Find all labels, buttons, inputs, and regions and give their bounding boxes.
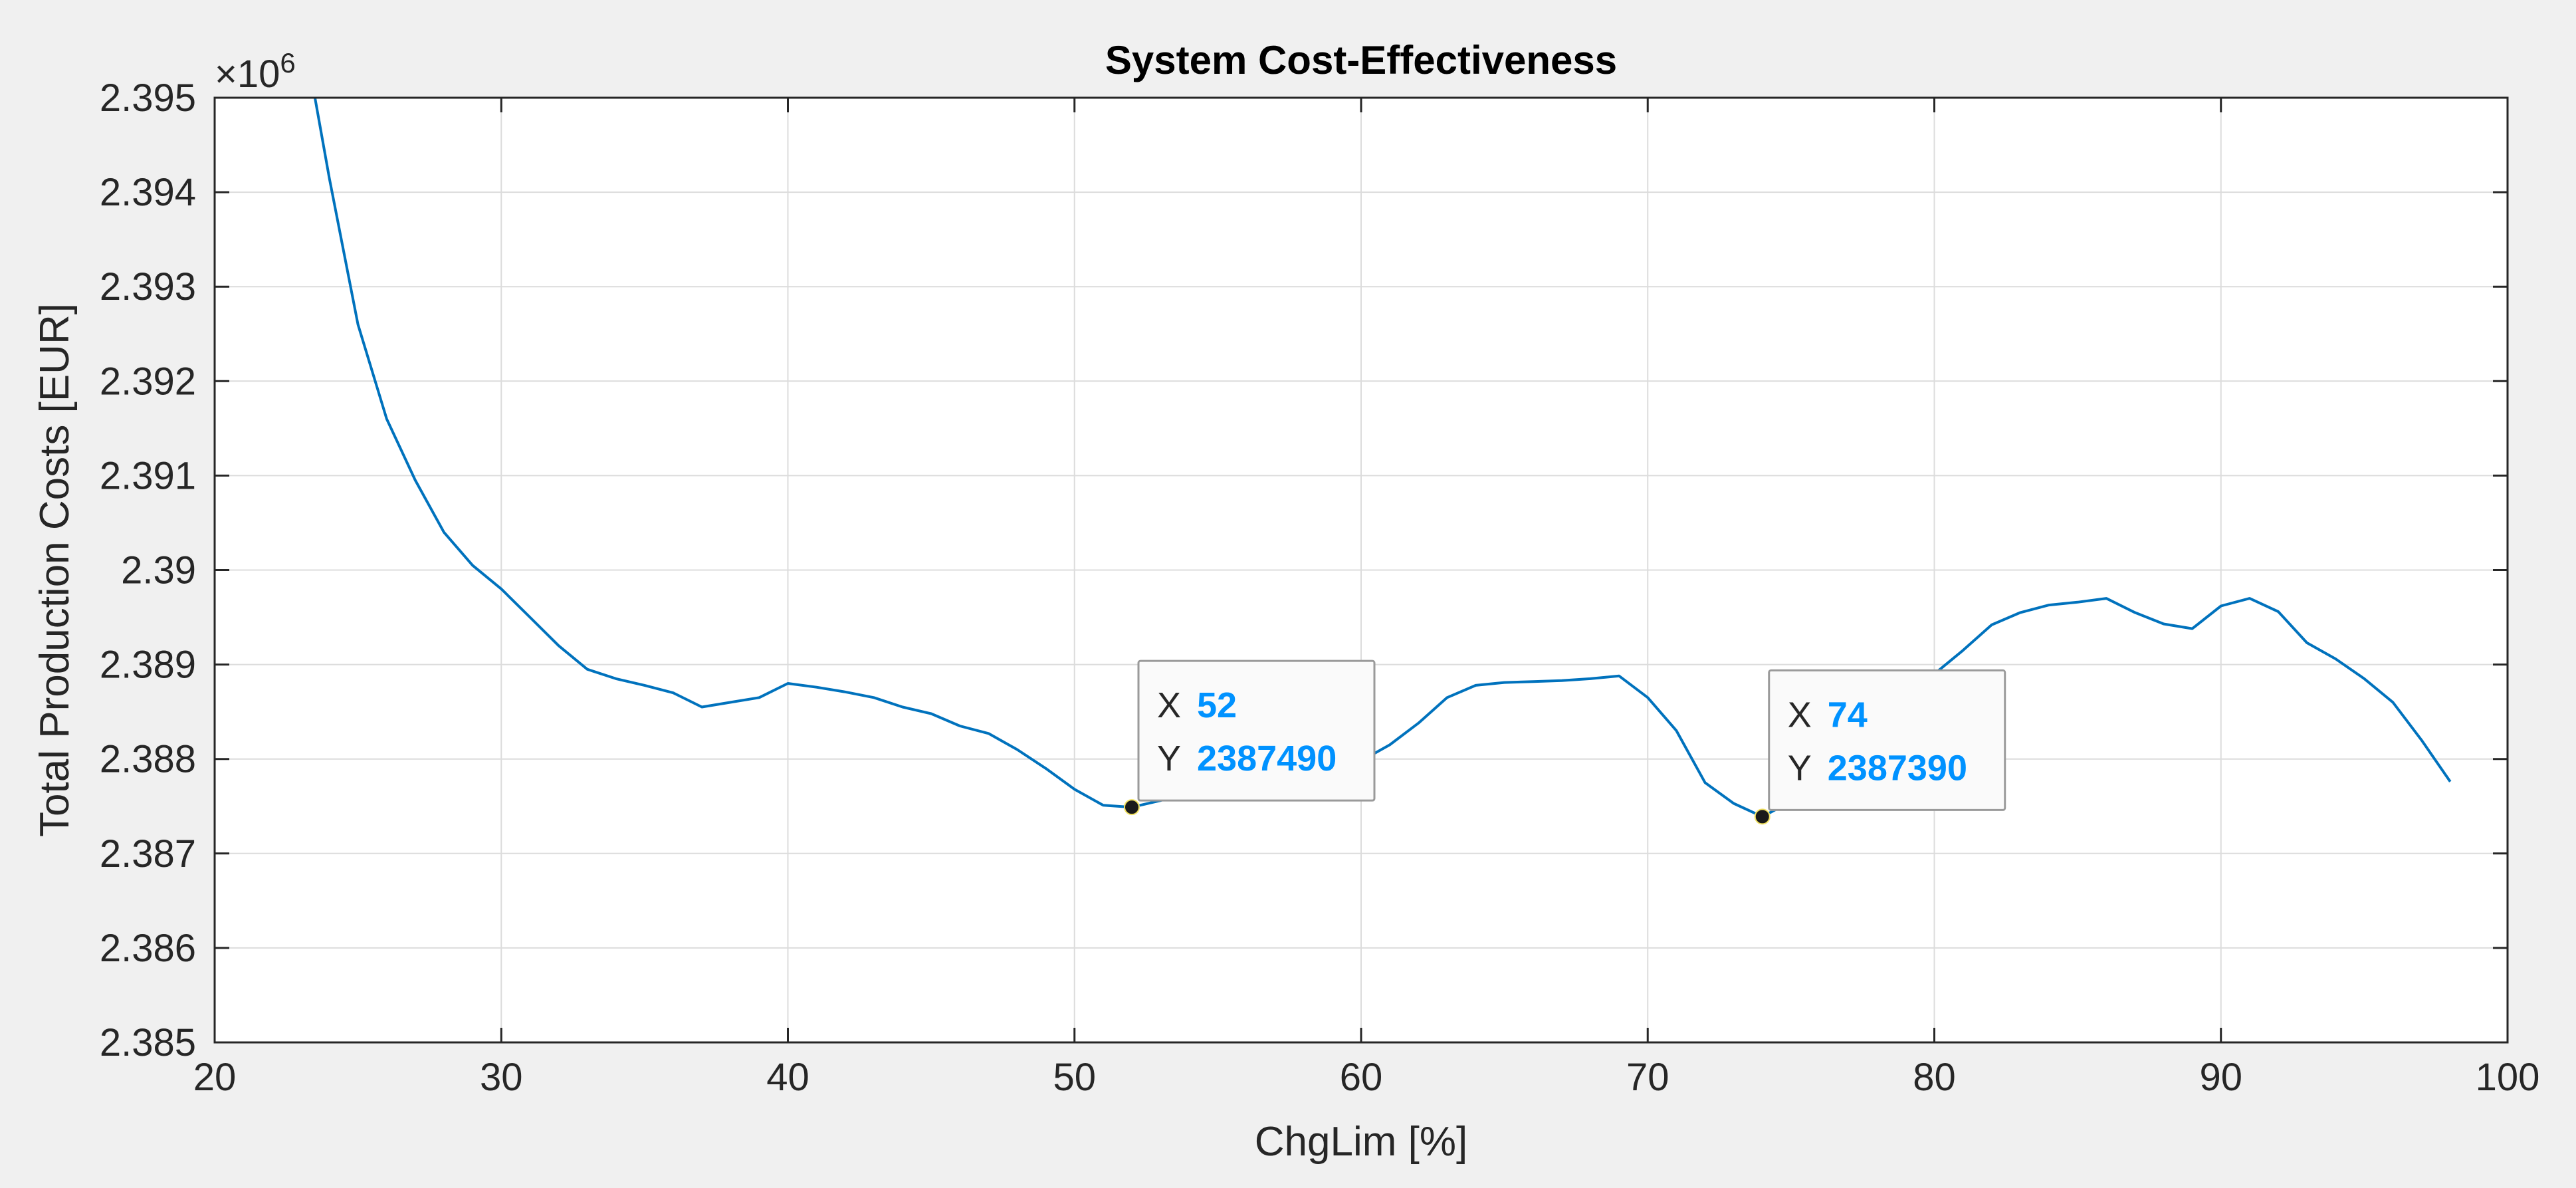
datatip-y-label: Y bbox=[1788, 748, 1812, 788]
datatip-y-value: 2387490 bbox=[1197, 739, 1337, 778]
y-tick-label: 2.388 bbox=[100, 738, 196, 781]
x-tick-label: 20 bbox=[193, 1056, 237, 1099]
datatip-box bbox=[1768, 669, 2006, 811]
x-tick-label: 100 bbox=[2476, 1056, 2540, 1099]
datatip-x-label: X bbox=[1788, 695, 1812, 735]
y-tick-label: 2.391 bbox=[100, 454, 196, 497]
datatip: X 74 Y 2387390 bbox=[1754, 669, 2006, 825]
x-tick-label: 40 bbox=[766, 1056, 809, 1099]
y-exponent-base: ×10 bbox=[215, 53, 280, 96]
x-tick-label: 30 bbox=[480, 1056, 523, 1099]
axes-box bbox=[213, 96, 2509, 1044]
series bbox=[313, 97, 2452, 818]
datatip-marker bbox=[1754, 808, 1771, 825]
y-tick-label: 2.392 bbox=[100, 360, 196, 403]
x-tick-label: 70 bbox=[1626, 1056, 1669, 1099]
datatip-x-value: 74 bbox=[1828, 695, 1868, 735]
x-tick-label: 90 bbox=[2199, 1056, 2242, 1099]
y-tick-label: 2.39 bbox=[121, 549, 196, 592]
y-axis-exponent: ×106 bbox=[215, 47, 296, 96]
x-tick-label: 80 bbox=[1913, 1056, 1956, 1099]
datatip-box bbox=[1137, 659, 1376, 802]
y-tick-label: 2.386 bbox=[100, 927, 196, 970]
datatip-y-value: 2387390 bbox=[1828, 748, 1967, 788]
y-tick-label: 2.394 bbox=[100, 171, 196, 214]
datatip: X 52 Y 2387490 bbox=[1124, 659, 1376, 816]
x-tick-label: 60 bbox=[1340, 1056, 1383, 1099]
y-tick-label: 2.395 bbox=[100, 76, 196, 120]
y-tick-label: 2.389 bbox=[100, 644, 196, 687]
chart-title: System Cost-Effectiveness bbox=[1105, 38, 1617, 82]
y-tick-label: 2.385 bbox=[100, 1021, 196, 1064]
series-line bbox=[313, 97, 2452, 818]
y-axis-ticks: 2.385 2.386 2.387 2.388 2.389 2.39 2.391 2.392 2… bbox=[100, 76, 2508, 1064]
datatip-marker bbox=[1124, 799, 1140, 816]
datatip-x-value: 52 bbox=[1197, 685, 1237, 725]
datatip-x-label: X bbox=[1157, 685, 1181, 725]
y-tick-label: 2.393 bbox=[100, 265, 196, 308]
x-tick-label: 50 bbox=[1053, 1056, 1096, 1099]
datatips: X 52 Y 2387490 X 74 Y 2387390 bbox=[1124, 659, 2006, 825]
y-tick-label: 2.387 bbox=[100, 832, 196, 876]
x-axis-title: ChgLim [%] bbox=[1255, 1119, 1467, 1165]
y-axis-title: Total Production Costs [EUR] bbox=[32, 303, 78, 837]
datatip-y-label: Y bbox=[1157, 739, 1181, 778]
y-exponent-power: 6 bbox=[280, 47, 295, 78]
